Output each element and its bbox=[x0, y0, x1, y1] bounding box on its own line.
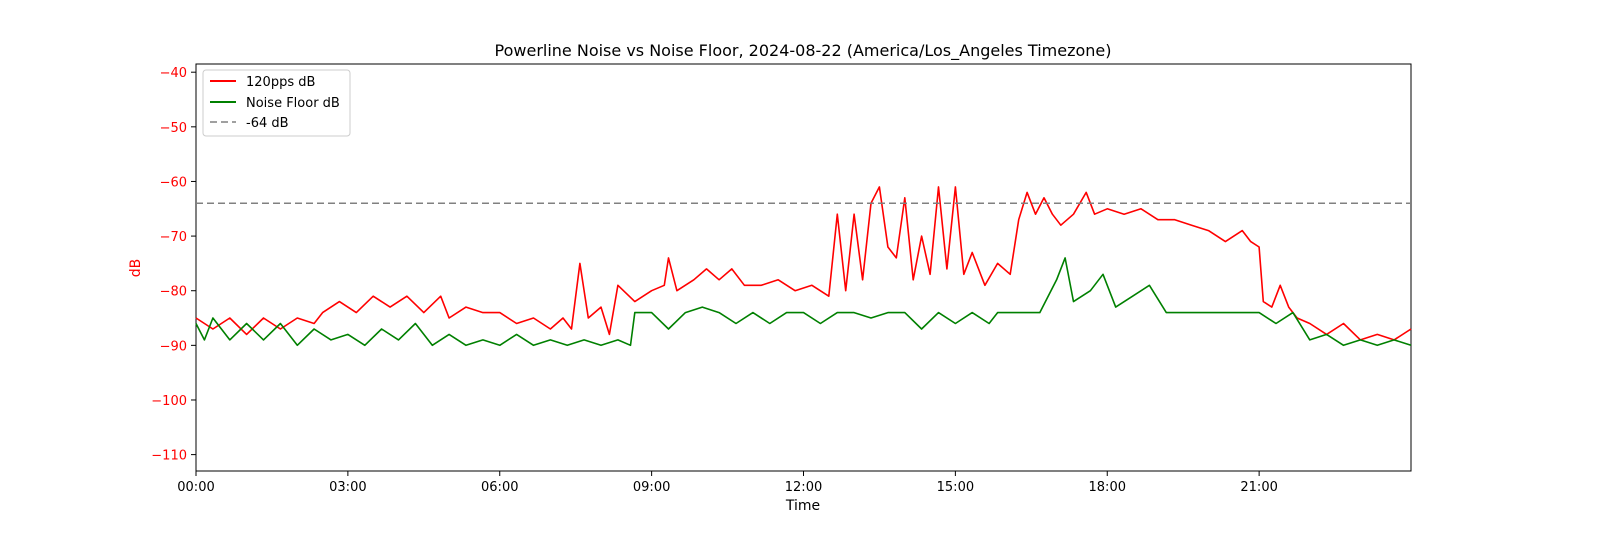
x-tick-label: 15:00 bbox=[937, 480, 974, 495]
x-tick-label: 18:00 bbox=[1089, 480, 1126, 495]
x-axis: 00:00 03:00 06:00 09:00 12:00 15:00 18:00 21:00 bbox=[177, 471, 1278, 495]
y-tick-label: −50 bbox=[160, 121, 187, 136]
x-axis-label: Time bbox=[785, 498, 820, 514]
legend-label-noise-floor: Noise Floor dB bbox=[246, 96, 340, 111]
x-tick-label: 09:00 bbox=[633, 480, 670, 495]
legend-label-threshold: -64 dB bbox=[246, 116, 289, 131]
legend-box bbox=[202, 69, 351, 137]
legend-label-signal: 120pps dB bbox=[246, 75, 315, 90]
y-tick-label: −80 bbox=[160, 285, 187, 300]
legend: 120pps dB Noise Floor dB -64 dB bbox=[202, 69, 351, 137]
y-tick-label: −40 bbox=[160, 66, 187, 81]
series-layer bbox=[195, 186, 1412, 347]
plot-area bbox=[195, 63, 1412, 472]
x-tick-label: 06:00 bbox=[481, 480, 518, 495]
x-tick-label: 03:00 bbox=[329, 480, 366, 495]
y-axis-label: dB bbox=[128, 259, 144, 278]
plot-frame bbox=[195, 63, 1412, 472]
x-tick-label: 12:00 bbox=[785, 480, 822, 495]
y-tick-label: −90 bbox=[160, 339, 187, 354]
y-tick-label: −100 bbox=[151, 394, 187, 409]
y-axis: −40 −50 −60 −70 −80 −90 −100 −110 bbox=[151, 66, 196, 464]
x-tick-label: 21:00 bbox=[1240, 480, 1277, 495]
chart-title: Powerline Noise vs Noise Floor, 2024-08-… bbox=[495, 41, 1112, 61]
y-tick-label: −110 bbox=[151, 449, 187, 464]
y-tick-label: −60 bbox=[160, 175, 187, 190]
series-line-120pps bbox=[195, 186, 1412, 341]
series-line-noise-floor bbox=[195, 257, 1412, 347]
x-tick-label: 00:00 bbox=[177, 480, 214, 495]
y-tick-label: −70 bbox=[160, 230, 187, 245]
